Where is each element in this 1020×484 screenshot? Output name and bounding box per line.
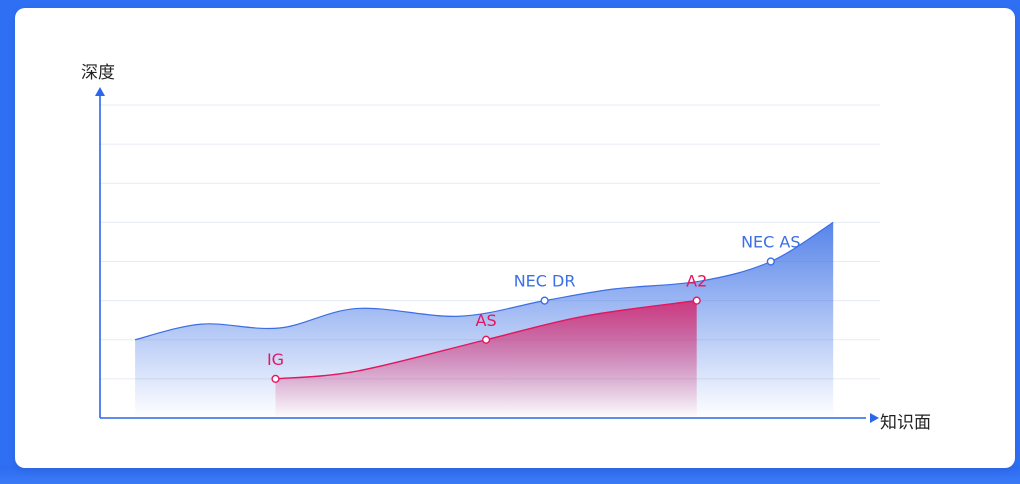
series-blue-line (134, 221, 834, 341)
frame-bottom (0, 466, 1020, 484)
series-pink-area (275, 300, 697, 418)
data-point-label: NEC DR (514, 272, 576, 291)
data-point-marker (692, 296, 701, 305)
data-point-marker (482, 335, 491, 344)
data-point-marker (271, 374, 280, 383)
data-point-marker (540, 296, 549, 305)
data-point-label: IG (267, 350, 284, 369)
x-axis-arrow-icon (870, 413, 879, 423)
data-point-label: A2 (686, 272, 707, 291)
x-axis-label: 知识面 (880, 413, 931, 433)
y-axis-arrow-icon (95, 87, 105, 96)
y-axis-label: 深度 (81, 63, 115, 83)
data-point-label: AS (476, 311, 497, 330)
data-point-marker (766, 257, 775, 266)
data-points: NEC DR NEC AS IG AS A2 (267, 233, 801, 383)
data-point-label: NEC AS (741, 233, 800, 252)
